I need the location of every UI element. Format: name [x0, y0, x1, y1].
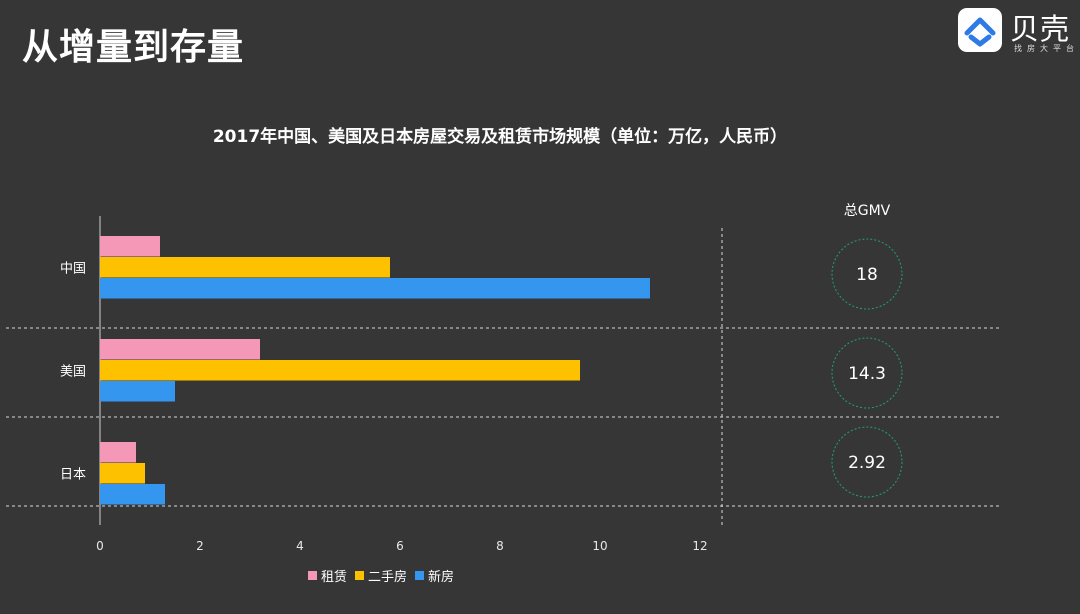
legend-label: 租赁 [321, 569, 348, 585]
x-tick-label: 2 [196, 539, 204, 553]
gmv-circle [831, 238, 903, 310]
x-tick-label: 6 [396, 539, 404, 553]
bar-租赁-日本 [100, 442, 136, 463]
legend-item: 新房 [415, 566, 454, 585]
legend-label: 二手房 [368, 569, 408, 585]
gmv-circle [831, 337, 903, 409]
category-label: 美国 [60, 365, 86, 380]
legend-swatch [415, 570, 425, 580]
legend-item: 租赁 [308, 566, 347, 585]
bar-二手房-日本 [100, 463, 145, 484]
chart-title: 2017年中国、美国及日本房屋交易及租赁市场规模（单位：万亿，人民币） [212, 127, 788, 147]
bar-租赁-中国 [100, 236, 160, 257]
beike-logo: 贝壳 找房大平台 [958, 8, 1080, 54]
x-tick-label: 4 [296, 539, 304, 553]
legend-item: 二手房 [355, 566, 407, 585]
house-icon [958, 8, 1002, 52]
slide-title: 从增量到存量 [22, 27, 245, 68]
bar-租赁-美国 [100, 339, 260, 360]
logo-slogan: 找房大平台 [1014, 44, 1079, 53]
x-tick-label: 8 [496, 539, 504, 553]
bar-二手房-中国 [100, 257, 390, 278]
gmv-circle [831, 426, 903, 498]
x-tick-label: 10 [592, 539, 607, 553]
legend-label: 新房 [428, 569, 455, 585]
gmv-header: 总GMV [844, 203, 891, 219]
chart-legend: 租赁 二手房 新房 [308, 566, 462, 585]
gmv-value: 18 [856, 265, 878, 285]
gmv-value: 14.3 [848, 364, 886, 384]
category-label: 日本 [60, 468, 86, 483]
bar-二手房-美国 [100, 360, 580, 381]
legend-swatch [308, 570, 317, 580]
x-tick-label: 12 [692, 539, 707, 553]
x-tick-label: 0 [96, 539, 104, 553]
gmv-value: 2.92 [848, 453, 886, 473]
legend-swatch [355, 570, 365, 580]
category-label: 中国 [60, 262, 86, 277]
logo-name: 贝壳 [1010, 12, 1071, 46]
bar-新房-美国 [100, 381, 175, 402]
bar-新房-日本 [100, 484, 165, 505]
bar-新房-中国 [100, 278, 650, 299]
